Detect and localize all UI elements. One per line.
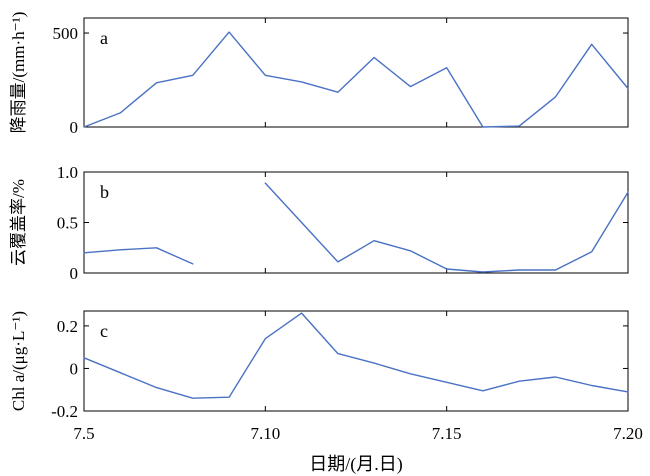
panel-letter: b — [100, 182, 109, 202]
x-tick-label: 7.10 — [250, 424, 280, 443]
panel-b: 0 0.5 1.0 b 云覆盖率/% — [9, 163, 629, 283]
series-line — [83, 31, 629, 128]
plot-frame — [83, 310, 629, 412]
panel-letter: c — [100, 321, 108, 341]
x-tick-label: 7.5 — [73, 424, 94, 443]
y-tick-label: 0.2 — [57, 317, 78, 336]
y-tick-label: 0.5 — [57, 214, 78, 233]
x-tick-label: 7.20 — [613, 424, 643, 443]
panel-c: -0.2 0 0.2 c Chl a/(μg·L⁻¹) — [9, 310, 629, 421]
y-axis-label: 云覆盖率/% — [9, 179, 28, 266]
y-tick-label: 1.0 — [57, 163, 78, 182]
x-axis-label: 日期/(月.日) — [309, 454, 403, 475]
series-line — [264, 182, 629, 273]
y-tick-label: 500 — [53, 24, 79, 43]
y-axis-label: Chl a/(μg·L⁻¹) — [9, 311, 28, 411]
panel-a: 0 500 a 降雨量/(mm·h⁻¹) — [9, 12, 629, 137]
y-tick-label: 0 — [70, 264, 79, 283]
x-tick-label: 7.15 — [432, 424, 462, 443]
plot-frame — [83, 171, 629, 274]
series-line — [83, 247, 194, 265]
series-line — [83, 312, 629, 399]
y-tick-label: 0 — [70, 359, 79, 378]
y-tick-label: -0.2 — [51, 402, 78, 421]
panel-letter: a — [100, 28, 108, 48]
y-axis-label: 降雨量/(mm·h⁻¹) — [9, 12, 28, 134]
plot-frame — [83, 17, 629, 128]
y-tick-label: 0 — [70, 118, 79, 137]
